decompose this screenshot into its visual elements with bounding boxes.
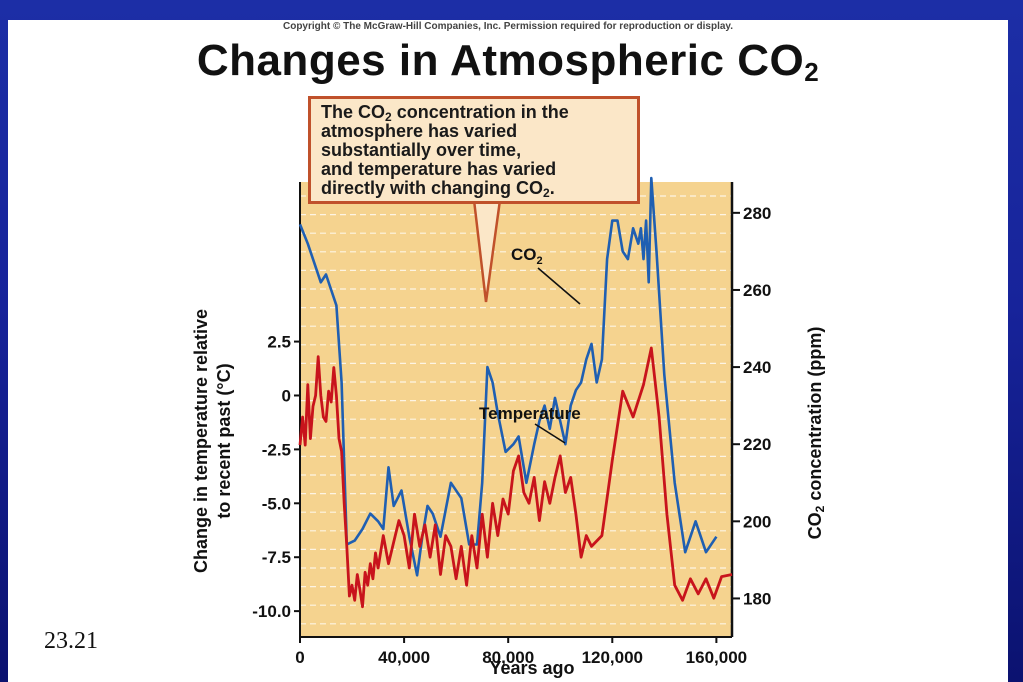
x-tick-label: 80,000 <box>482 648 534 667</box>
annotations: CO2 Temperature <box>479 245 581 444</box>
temperature-series-line <box>298 346 733 609</box>
right-tick-label: 220 <box>743 435 771 454</box>
callout-box: The CO2 concentration in the atmosphere … <box>308 96 640 204</box>
left-axis-title-line1: Change in temperature relative <box>191 309 211 573</box>
callout-line-3: substantially over time, <box>321 140 522 160</box>
left-tick-label: 0 <box>282 386 291 405</box>
left-tick-label: -2.5 <box>262 440 291 459</box>
right-tick-label: 260 <box>743 281 771 300</box>
left-tick-label: 2.5 <box>267 333 291 352</box>
x-axis-ticks: 0 40,000 80,000 120,000 160,000 <box>295 637 747 667</box>
x-tick-label: 0 <box>295 648 304 667</box>
slide: Copyright © The McGraw-Hill Companies, I… <box>8 20 1008 682</box>
title-main: Changes in Atmospheric CO <box>196 36 805 85</box>
right-tick-label: 240 <box>743 358 771 377</box>
right-tick-label: 200 <box>743 512 771 531</box>
left-axis-ticks: 2.5 0 -2.5 -5.0 -7.5 -10.0 <box>252 333 300 621</box>
right-tick-label: 280 <box>743 204 771 223</box>
axes <box>299 182 734 638</box>
x-tick-label: 40,000 <box>378 648 430 667</box>
series-lines <box>298 176 733 609</box>
x-tick-label: 120,000 <box>582 648 643 667</box>
left-tick-label: -7.5 <box>262 548 291 567</box>
callout-line-2: atmosphere has varied <box>321 121 518 141</box>
left-axis-title-line2: to recent past (°C) <box>214 363 234 518</box>
temperature-label-leader <box>534 423 566 444</box>
co2-label-leader <box>537 267 581 305</box>
slide-number: 23.21 <box>44 628 98 654</box>
x-tick-label: 160,000 <box>686 648 747 667</box>
slide-title: Changes in Atmospheric CO2 <box>8 36 1008 88</box>
right-tick-label: 180 <box>743 589 771 608</box>
plot-background <box>300 182 732 637</box>
right-axis-ticks: 280 260 240 220 200 180 <box>732 204 771 608</box>
co2-temperature-chart: 2.5 0 -2.5 -5.0 -7.5 -10.0 280 260 240 220 200 180… <box>191 176 771 678</box>
co2-series-line <box>298 176 718 577</box>
co2-series-label: CO2 <box>511 245 543 267</box>
left-tick-label: -10.0 <box>252 602 291 621</box>
callout-line-1: The CO2 concentration in the <box>321 102 569 124</box>
title-subscript: 2 <box>804 57 820 87</box>
callout-line-5: directly with changing CO2. <box>321 178 555 200</box>
callout-line-4: and temperature has varied <box>321 159 557 179</box>
left-axis-title: Change in temperature relative to recent… <box>191 309 234 573</box>
temperature-series-label: Temperature <box>479 404 581 423</box>
copyright-notice: Copyright © The McGraw-Hill Companies, I… <box>282 21 734 32</box>
x-axis-title: Years ago <box>489 658 574 678</box>
left-tick-label: -5.0 <box>262 494 291 513</box>
